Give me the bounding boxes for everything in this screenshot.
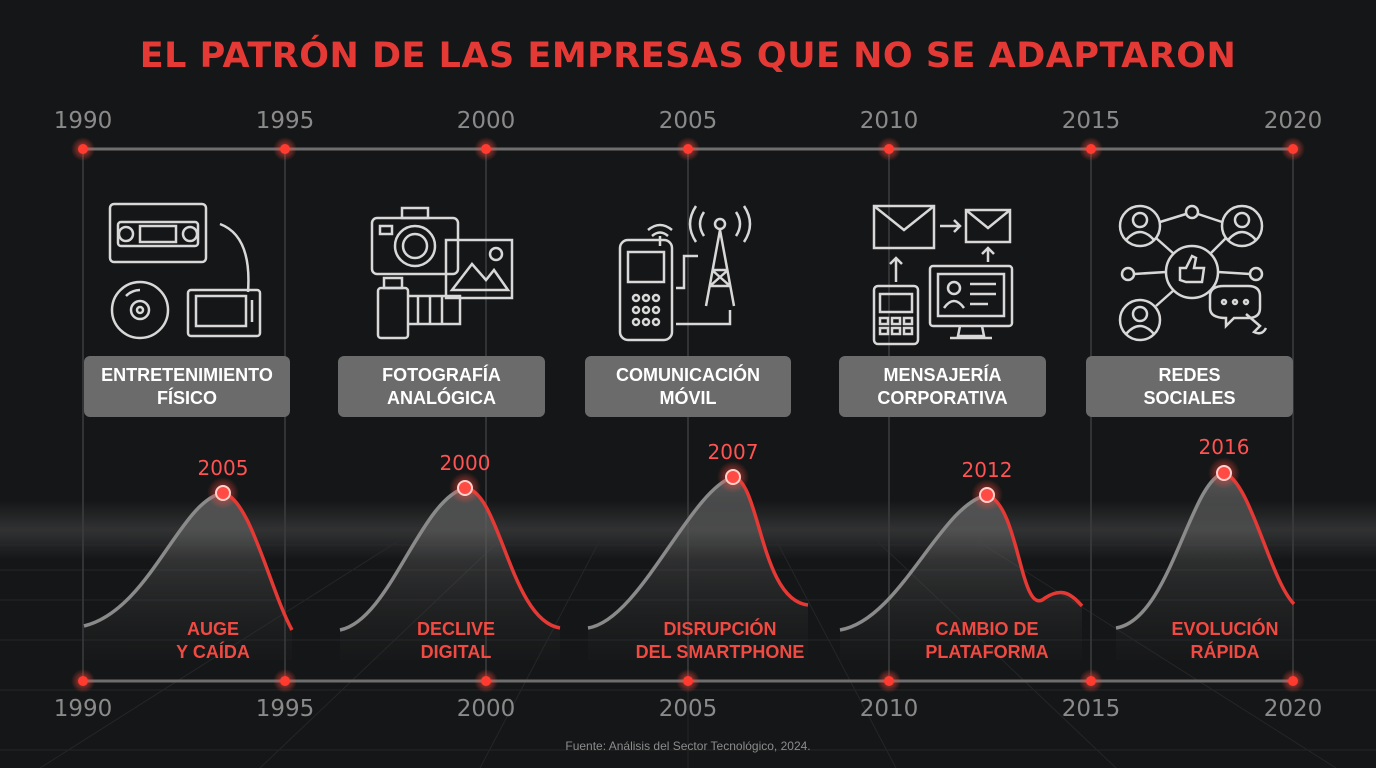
timeline-dot: [481, 144, 491, 154]
cellphone-tower-icon: [618, 205, 752, 342]
peak-year-label: 2012: [961, 458, 1013, 482]
year-label-bottom: 1995: [255, 696, 315, 722]
curve-area: [1116, 473, 1294, 660]
timeline-dot: [481, 676, 491, 686]
category-box-comunicacion: COMUNICACIÓN MÓVIL: [585, 356, 791, 417]
year-label-bottom: 2005: [658, 696, 718, 722]
year-label-bottom: 2020: [1263, 696, 1323, 722]
peak-year-label: 2005: [197, 456, 249, 480]
vhs-cd-tv-icon: [108, 202, 262, 340]
segment-description: CAMBIO DE PLATAFORMA: [925, 619, 1049, 662]
timeline-dot: [884, 144, 894, 154]
curve-area: [588, 477, 808, 660]
peak-marker: [1216, 465, 1232, 481]
curve-rise: [339, 486, 466, 632]
peak-marker: [457, 480, 473, 496]
segment-description: DECLIVE DIGITAL: [416, 619, 495, 662]
curve-rise: [587, 475, 734, 630]
timeline-dot: [683, 144, 693, 154]
timeline-dot: [280, 676, 290, 686]
peak-marker: [725, 469, 741, 485]
camera-film-icon: [370, 206, 514, 340]
year-label-top: 1990: [53, 108, 113, 134]
source-note: Fuente: Análisis del Sector Tecnológico,…: [565, 739, 811, 753]
category-box-mensajeria: MENSAJERÍA CORPORATIVA: [839, 356, 1046, 417]
year-label-top: 2000: [456, 108, 516, 134]
email-pager-computer-icon: [872, 204, 1014, 346]
social-network-icon: [1118, 204, 1268, 342]
timeline-dot: [884, 676, 894, 686]
category-box-entretenimiento: ENTRETENIMIENTO FÍSICO: [84, 356, 290, 417]
timeline-dot: [1086, 144, 1096, 154]
timeline-dot: [78, 144, 88, 154]
segment-description: AUGE Y CAÍDA: [176, 619, 250, 662]
year-label-top: 2010: [859, 108, 919, 134]
year-label-bottom: 2000: [456, 696, 516, 722]
curve-rise: [839, 493, 988, 632]
category-box-redes: REDES SOCIALES: [1086, 356, 1293, 417]
timeline-dot: [683, 676, 693, 686]
timeline-dot: [1288, 144, 1298, 154]
curve-area: [84, 493, 292, 660]
curve-area: [340, 488, 560, 660]
category-box-fotografia: FOTOGRAFÍA ANALÓGICA: [338, 356, 545, 417]
year-label-bottom: 2015: [1061, 696, 1121, 722]
peak-year-label: 2007: [707, 440, 759, 464]
timeline-dot: [78, 676, 88, 686]
year-label-top: 2020: [1263, 108, 1323, 134]
segment-description: EVOLUCIÓN RÁPIDA: [1171, 619, 1279, 662]
peak-year-label: 2016: [1198, 435, 1250, 459]
year-label-top: 2005: [658, 108, 718, 134]
year-label-bottom: 2010: [859, 696, 919, 722]
timeline-dot: [1086, 676, 1096, 686]
curve-decline: [986, 493, 1084, 608]
segment-description: DISRUPCIÓN DEL SMARTPHONE: [635, 619, 805, 662]
year-label-top: 2015: [1061, 108, 1121, 134]
curve-area: [840, 495, 1082, 660]
year-label-bottom: 1990: [53, 696, 113, 722]
timeline-dot: [280, 144, 290, 154]
year-label-top: 1995: [255, 108, 315, 134]
peak-marker: [215, 485, 231, 501]
curve-rise: [83, 491, 224, 628]
peak-year-label: 2000: [439, 451, 491, 475]
peak-marker: [979, 487, 995, 503]
page-title: EL PATRÓN DE LAS EMPRESAS QUE NO SE ADAP…: [139, 36, 1237, 76]
timeline-dot: [1288, 676, 1298, 686]
